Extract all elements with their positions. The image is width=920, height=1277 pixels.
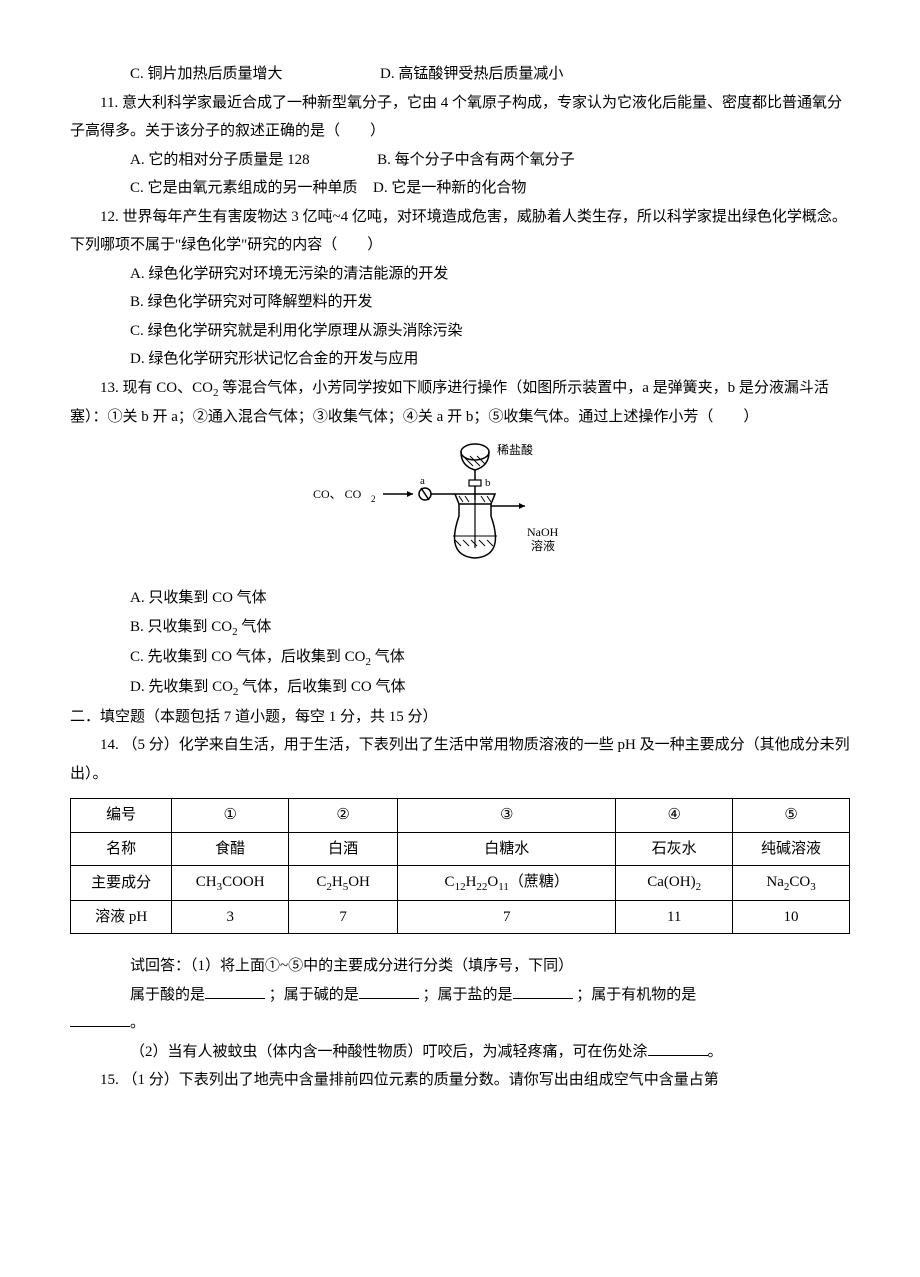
table-row: 编号 ① ② ③ ④ ⑤: [71, 799, 850, 833]
td-name-h: 名称: [71, 832, 172, 866]
q13-b-prefix: B. 只收集到 CO: [130, 619, 232, 635]
th-4: ④: [616, 799, 733, 833]
td-name-3: 白糖水: [398, 832, 616, 866]
th-id: 编号: [71, 799, 172, 833]
q11-opt-a: A. 它的相对分子质量是 128: [130, 152, 310, 168]
blank-base: [359, 983, 419, 999]
td-ph-3: 7: [398, 900, 616, 934]
q13-b-suffix: 气体: [241, 619, 271, 635]
q13-figure: CO、 CO 2 a 稀盐酸 b: [70, 436, 850, 577]
q11-opt-b: B. 每个分子中含有两个氧分子: [377, 152, 575, 168]
fig-left-label: CO、 CO: [313, 487, 362, 501]
td-comp-1: CH3COOH: [172, 866, 289, 901]
q15-stem: 15. （1 分）下表列出了地壳中含量排前四位元素的质量分数。请你写出由组成空气…: [70, 1066, 850, 1095]
q13-opt-c: C. 先收集到 CO 气体，后收集到 CO2 气体: [70, 643, 850, 673]
q11-row-cd: C. 它是由氧元素组成的另一种单质 D. 它是一种新的化合物: [70, 174, 850, 203]
q14-sub2: （2）当有人被蚊虫（体内含一种酸性物质）叮咬后，为减轻疼痛，可在伤处涂 。: [70, 1038, 850, 1067]
fig-top-label: 稀盐酸: [497, 442, 533, 457]
table-row: 名称 食醋 白酒 白糖水 石灰水 纯碱溶液: [71, 832, 850, 866]
fig-b-label: b: [485, 477, 491, 489]
q11-opt-d: D. 它是一种新的化合物: [373, 180, 526, 196]
fig-solution-label: 溶液: [531, 538, 555, 553]
th-3: ③: [398, 799, 616, 833]
td-name-1: 食醋: [172, 832, 289, 866]
q14-sub2-period: 。: [708, 1044, 723, 1060]
q14-stem: 14. （5 分）化学来自生活，用于生活，下表列出了生活中常用物质溶液的一些 p…: [70, 731, 850, 788]
q11-row-ab: A. 它的相对分子质量是 128 B. 每个分子中含有两个氧分子: [70, 146, 850, 175]
td-name-2: 白酒: [289, 832, 398, 866]
q12-opt-c: C. 绿色化学研究就是利用化学原理从源头消除污染: [70, 317, 850, 346]
q10-opt-c: C. 铜片加热后质量增大: [130, 66, 283, 82]
q12-opt-b: B. 绿色化学研究对可降解塑料的开发: [70, 288, 850, 317]
td-ph-1: 3: [172, 900, 289, 934]
q13-stem-prefix: 13. 现有 CO、CO: [100, 380, 213, 396]
td-ph-h: 溶液 pH: [71, 900, 172, 934]
td-comp-4: Ca(OH)2: [616, 866, 733, 901]
q13-opt-b: B. 只收集到 CO2 气体: [70, 613, 850, 643]
q14-ans-line1: 属于酸的是 ；属于碱的是 ；属于盐的是 ；属于有机物的是: [70, 981, 850, 1010]
th-1: ①: [172, 799, 289, 833]
blank-apply: [648, 1040, 708, 1056]
q12-opt-a: A. 绿色化学研究对环境无污染的清洁能源的开发: [70, 260, 850, 289]
td-ph-5: 10: [733, 900, 850, 934]
q14-table: 编号 ① ② ③ ④ ⑤ 名称 食醋 白酒 白糖水 石灰水 纯碱溶液 主要成分 …: [70, 798, 850, 934]
q12-stem: 12. 世界每年产生有害废物达 3 亿吨~4 亿吨，对环境造成危害，威胁着人类生…: [70, 203, 850, 260]
td-comp-2: C2H5OH: [289, 866, 398, 901]
q13-opt-a: A. 只收集到 CO 气体: [70, 584, 850, 613]
table-row: 溶液 pH 3 7 7 11 10: [71, 900, 850, 934]
td-comp-3: C12H22O11（蔗糖）: [398, 866, 616, 901]
q11-opt-c: C. 它是由氧元素组成的另一种单质: [130, 180, 358, 196]
td-name-4: 石灰水: [616, 832, 733, 866]
q13-stem: 13. 现有 CO、CO2 等混合气体，小芳同学按如下顺序进行操作（如图所示装置…: [70, 374, 850, 432]
q14-salt-label: ；属于盐的是: [423, 987, 513, 1003]
table-row: 主要成分 CH3COOH C2H5OH C12H22O11（蔗糖） Ca(OH)…: [71, 866, 850, 901]
q13-d-mid: 气体，后收集到 CO 气体: [242, 679, 405, 695]
td-comp-5: Na2CO3: [733, 866, 850, 901]
section2-heading: 二．填空题（本题包括 7 道小题，每空 1 分，共 15 分）: [70, 703, 850, 732]
q13-c-suffix: 气体: [375, 649, 405, 665]
blank-salt: [513, 983, 573, 999]
q14-ans-line2: 。: [70, 1009, 850, 1038]
svg-text:2: 2: [371, 494, 376, 504]
q14-sub2-text: （2）当有人被蚊虫（体内含一种酸性物质）叮咬后，为减轻疼痛，可在伤处涂: [130, 1044, 648, 1060]
fig-a-label: a: [420, 475, 425, 487]
th-2: ②: [289, 799, 398, 833]
q14-acid-label: 属于酸的是: [130, 987, 205, 1003]
td-ph-2: 7: [289, 900, 398, 934]
td-comp-h: 主要成分: [71, 866, 172, 901]
fig-naoh-label: NaOH: [527, 525, 559, 539]
q10-row-cd: C. 铜片加热后质量增大 D. 高锰酸钾受热后质量减小: [70, 60, 850, 89]
q14-ans-intro: 试回答：（1）将上面①~⑤中的主要成分进行分类（填序号，下同）: [70, 952, 850, 981]
td-name-5: 纯碱溶液: [733, 832, 850, 866]
q10-opt-d: D. 高锰酸钾受热后质量减小: [380, 66, 563, 82]
blank-acid: [205, 983, 265, 999]
q14-period: 。: [130, 1015, 145, 1031]
blank-organic: [70, 1011, 130, 1027]
th-5: ⑤: [733, 799, 850, 833]
q12-opt-d: D. 绿色化学研究形状记忆合金的开发与应用: [70, 345, 850, 374]
q13-d-prefix: D. 先收集到 CO: [130, 679, 233, 695]
q13-c-prefix: C. 先收集到 CO 气体，后收集到 CO: [130, 649, 365, 665]
q11-stem: 11. 意大利科学家最近合成了一种新型氧分子，它由 4 个氧原子构成，专家认为它…: [70, 89, 850, 146]
td-ph-4: 11: [616, 900, 733, 934]
q14-org-label: ；属于有机物的是: [576, 987, 696, 1003]
q13-opt-d: D. 先收集到 CO2 气体，后收集到 CO 气体: [70, 673, 850, 703]
q14-base-label: ；属于碱的是: [269, 987, 359, 1003]
